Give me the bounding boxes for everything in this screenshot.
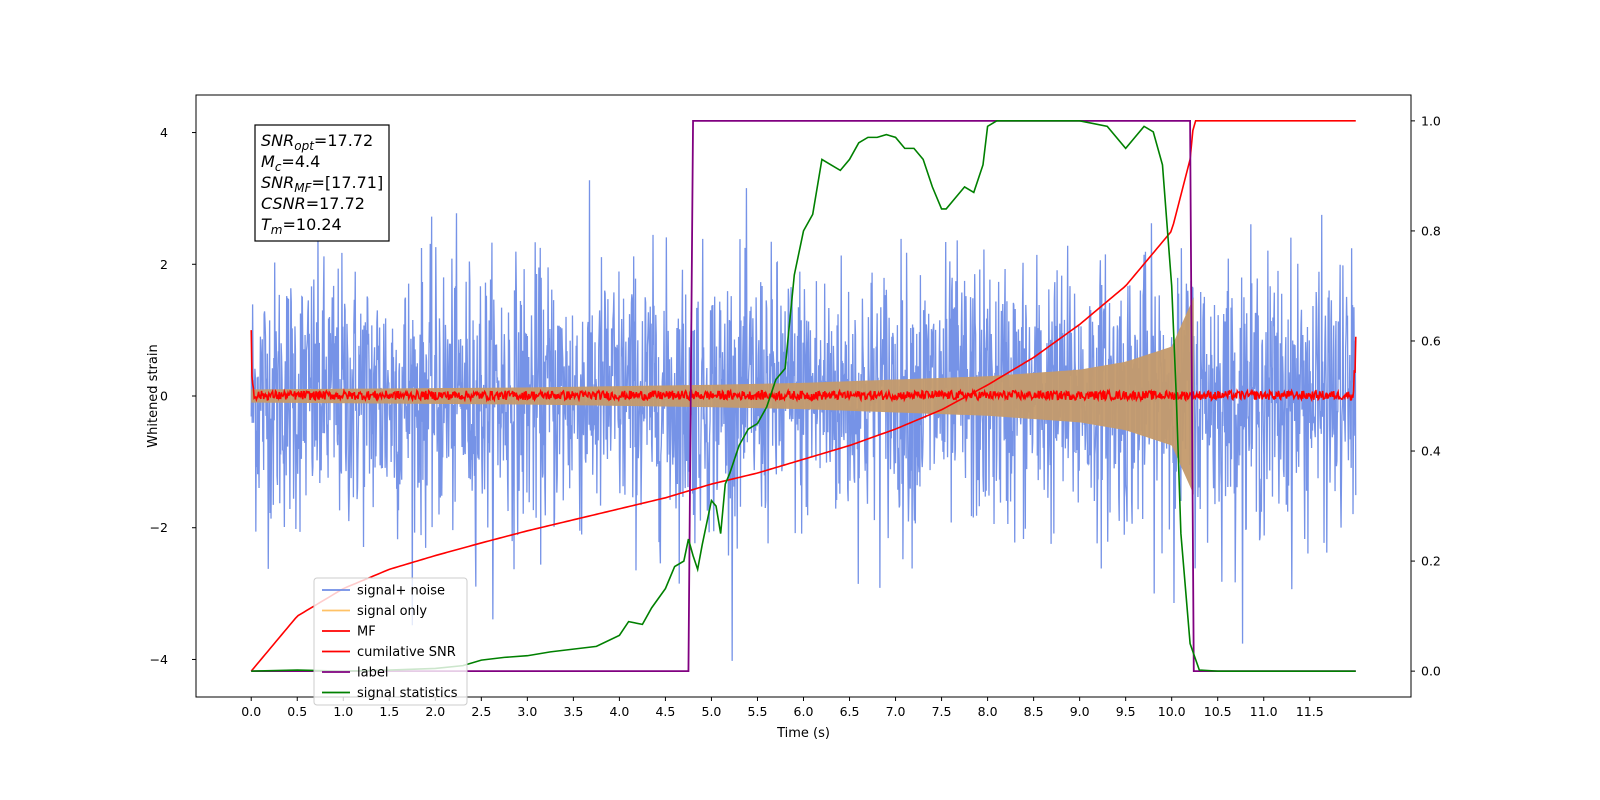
plot-area — [250, 119, 1357, 673]
x-tick-label: 8.5 — [1024, 704, 1044, 719]
x-tick-label: 7.5 — [932, 704, 952, 719]
x-tick-label: 10.5 — [1204, 704, 1232, 719]
x-tick-label: 4.5 — [655, 704, 675, 719]
y-tick-label-right: 0.8 — [1421, 223, 1441, 238]
y-tick-label-left: 2 — [160, 257, 168, 272]
legend-entry: cumilative SNR — [357, 645, 456, 660]
x-tick-label: 11.0 — [1250, 704, 1278, 719]
y-tick-label-left: −2 — [150, 520, 168, 535]
x-tick-label: 3.0 — [517, 704, 537, 719]
x-tick-label: 1.5 — [379, 704, 399, 719]
y-tick-label-right: 0.2 — [1421, 554, 1441, 569]
x-tick-label: 0.0 — [241, 704, 261, 719]
x-tick-label: 5.0 — [702, 704, 722, 719]
x-tick-label: 1.0 — [333, 704, 353, 719]
annotation-line: Tm=10.24 — [261, 215, 342, 237]
y-axis-label: Whitened strain — [146, 344, 161, 447]
y-tick-label-right: 0.0 — [1421, 664, 1441, 679]
y-tick-label-left: −4 — [150, 652, 168, 667]
x-tick-label: 2.5 — [471, 704, 491, 719]
series-cumulative-snr — [250, 120, 1356, 672]
x-tick-label: 11.5 — [1296, 704, 1324, 719]
annotation-line: CSNR=17.72 — [261, 194, 365, 213]
x-tick-label: 2.0 — [425, 704, 445, 719]
x-tick-label: 8.0 — [978, 704, 998, 719]
y-axis-right: 0.0 0.2 0.4 0.6 0.8 1.0 — [1411, 113, 1441, 679]
legend-entry: label — [357, 666, 388, 681]
x-tick-label: 6.5 — [840, 704, 860, 719]
legend-entry: signal only — [357, 604, 427, 619]
x-tick-label: 0.5 — [287, 704, 307, 719]
y-tick-label-left: 4 — [160, 125, 168, 140]
y-tick-label-right: 0.6 — [1421, 333, 1441, 348]
legend-entry: signal statistics — [357, 686, 458, 701]
series-signal-statistics — [251, 120, 1356, 672]
legend-entry: signal+ noise — [357, 584, 445, 599]
x-tick-label: 3.5 — [563, 704, 583, 719]
x-tick-label: 10.0 — [1158, 704, 1186, 719]
x-tick-label: 5.5 — [748, 704, 768, 719]
annotation-line: SNRopt=17.72 — [261, 131, 373, 153]
annotation-line: Mc=4.4 — [261, 152, 320, 174]
y-tick-label-right: 0.4 — [1421, 444, 1441, 459]
x-tick-label: 4.0 — [609, 704, 629, 719]
annotation-frame — [254, 124, 390, 242]
x-axis: 0.0 0.5 1.0 1.5 2.0 2.5 3.0 3.5 4.0 4.5 5.0 5.5 6.0 6… — [241, 697, 1324, 719]
y-tick-label-right: 1.0 — [1421, 113, 1441, 128]
y-axis-left: −4 −2 0 2 4 — [150, 125, 196, 667]
legend-frame — [313, 577, 468, 706]
legend: signal+ noise signal only MF cumilative SNR… — [313, 577, 468, 706]
annotation-line: SNRMF=[17.71] — [261, 173, 383, 195]
series-mf — [250, 330, 1357, 403]
x-tick-label: 6.0 — [794, 704, 814, 719]
x-axis-label: Time (s) — [776, 726, 830, 741]
x-tick-label: 7.0 — [886, 704, 906, 719]
x-tick-label: 9.5 — [1116, 704, 1136, 719]
y-tick-label-left: 0 — [160, 389, 168, 404]
legend-entry: MF — [357, 625, 376, 640]
stats-annotation-box: SNRopt=17.72Mc=4.4SNRMF=[17.71]CSNR=17.7… — [254, 124, 390, 242]
x-tick-label: 9.0 — [1070, 704, 1090, 719]
